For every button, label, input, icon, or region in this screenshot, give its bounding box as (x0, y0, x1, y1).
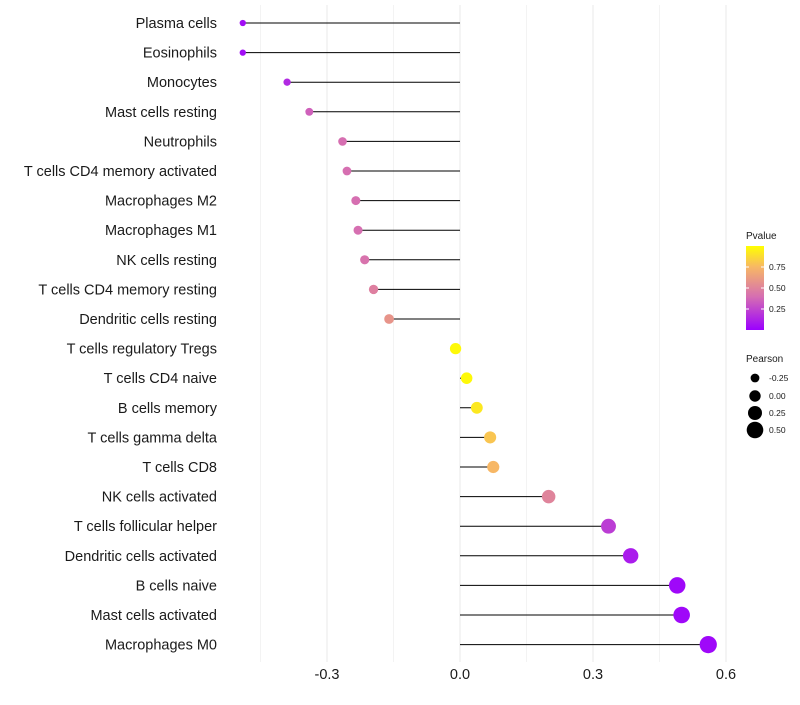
category-label: T cells CD8 (142, 460, 217, 476)
pearson-legend: Pearson -0.25 0.00 0.25 0.50 (746, 354, 789, 439)
lollipop-points (239, 19, 717, 654)
lollipop-point (239, 49, 246, 56)
pearson-legend-dot (749, 390, 761, 402)
pearson-legend-dot (748, 406, 762, 420)
category-label: T cells CD4 memory resting (38, 282, 217, 298)
lollipop-point (384, 314, 394, 324)
pearson-legend-dot (750, 373, 760, 383)
lollipop-point (673, 606, 690, 624)
category-label: NK cells activated (102, 490, 217, 506)
category-label: NK cells resting (116, 253, 217, 269)
lollipop-point (449, 342, 462, 355)
lollipop-point (342, 166, 352, 176)
category-label: Mast cells activated (90, 608, 217, 624)
category-label: B cells memory (118, 401, 218, 417)
category-label: Eosinophils (143, 46, 217, 62)
lollipop-point (283, 78, 291, 86)
lollipop-point (360, 255, 370, 265)
pearson-legend-label: 0.00 (769, 391, 786, 401)
pearson-legend-label: -0.25 (769, 373, 789, 383)
lollipop-point (353, 225, 363, 235)
category-label: Dendritic cells resting (79, 312, 217, 328)
category-label: T cells gamma delta (88, 430, 218, 446)
lollipop-point (239, 19, 246, 27)
category-label: T cells CD4 naive (104, 371, 217, 387)
x-tick-label: 0.6 (716, 667, 736, 683)
lollipop-point (368, 284, 379, 295)
grid-lines (260, 5, 727, 662)
pearson-legend-dot (746, 421, 764, 439)
pvalue-legend-label: 0.50 (769, 283, 786, 293)
category-label: T cells CD4 memory activated (24, 164, 217, 180)
category-label: Mast cells resting (105, 105, 217, 121)
category-label: T cells follicular helper (74, 519, 217, 535)
lollipop-point (668, 577, 686, 594)
pvalue-legend-label: 0.75 (769, 262, 786, 272)
category-label: Macrophages M2 (105, 194, 217, 210)
x-tick-label: -0.3 (315, 667, 340, 683)
pvalue-legend-title: Pvalue (746, 231, 777, 242)
lollipop-point (351, 196, 361, 206)
category-label: B cells naive (136, 578, 217, 594)
category-label: T cells regulatory Tregs (67, 342, 217, 358)
category-labels: Plasma cells Eosinophils Monocytes Mast cel… (24, 16, 218, 654)
category-label: Plasma cells (136, 16, 217, 32)
x-tick-label: 0.0 (450, 667, 470, 683)
pvalue-legend: Pvalue 0.75 0.50 0.25 (746, 231, 786, 330)
x-axis-tick-labels: -0.3 0.0 0.3 0.6 (315, 667, 737, 683)
category-label: Neutrophils (144, 134, 217, 150)
lollipop-point (305, 107, 314, 116)
lollipop-point (601, 518, 616, 534)
x-tick-label: 0.3 (583, 667, 603, 683)
lollipop-point (699, 635, 717, 654)
lollipop-point (487, 460, 500, 474)
lollipop-point (338, 137, 347, 146)
lollipop-point (541, 489, 556, 504)
category-label: Dendritic cells activated (65, 549, 217, 565)
lollipop-point (484, 431, 497, 444)
pearson-legend-label: 0.50 (769, 425, 786, 435)
pearson-legend-label: 0.25 (769, 408, 786, 418)
pearson-legend-title: Pearson (746, 354, 783, 365)
category-label: Macrophages M1 (105, 223, 217, 239)
pvalue-colorbar (746, 246, 764, 330)
lollipop-point (622, 548, 639, 564)
lollipop-point (460, 372, 473, 384)
lollipop-stems (242, 22, 709, 646)
category-label: Macrophages M0 (105, 638, 217, 654)
lollipop-point (470, 401, 483, 414)
category-label: Monocytes (147, 75, 217, 91)
pvalue-legend-label: 0.25 (769, 304, 786, 314)
